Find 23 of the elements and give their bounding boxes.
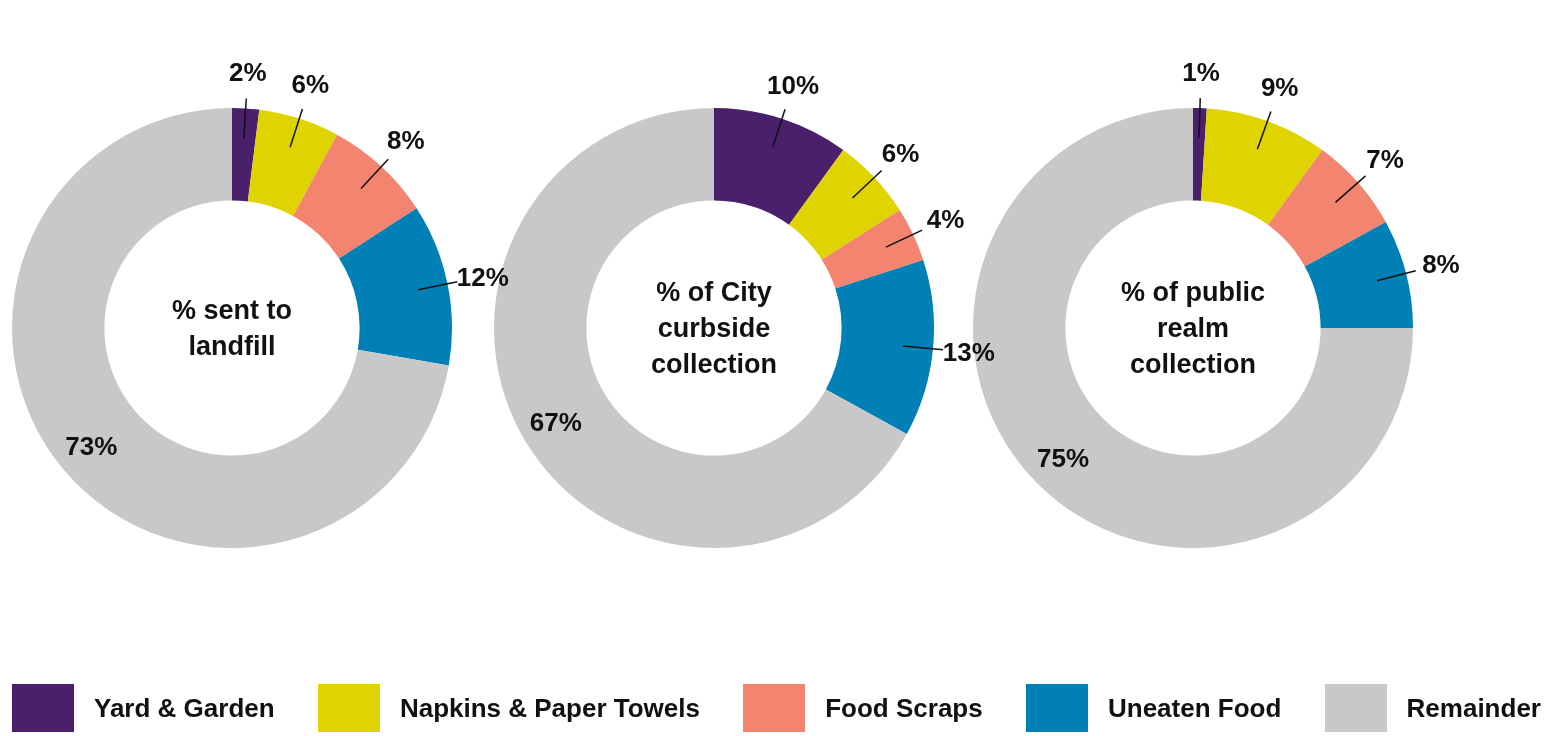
legend-label: Uneaten Food [1107,692,1282,724]
data-label: 1% [1182,57,1220,88]
legend-label: Napkins & Paper Towels [399,692,700,724]
data-label: 6% [291,69,330,100]
data-label: 2% [229,57,267,88]
data-label: 75% [1037,442,1090,473]
data-label: 12% [456,261,509,292]
legend-label: Food Scraps [825,692,983,724]
text: % of City curbside collection [650,276,778,381]
text: % sent to landfill [171,294,293,363]
data-label: 9% [1260,72,1299,103]
data-label: 10% [767,69,820,100]
data-label: 8% [1422,249,1460,280]
text: % of public realm collection [1120,276,1266,381]
legend-label: Remainder [1406,692,1541,724]
data-label: 4% [926,204,965,234]
data-label: 7% [1366,143,1404,174]
data-label: 67% [529,406,582,437]
data-label: 8% [387,125,425,156]
data-label: 73% [65,431,118,462]
legend-label: Yard & Garden [94,692,275,724]
data-label: 13% [942,337,995,368]
data-label: 6% [881,137,920,168]
